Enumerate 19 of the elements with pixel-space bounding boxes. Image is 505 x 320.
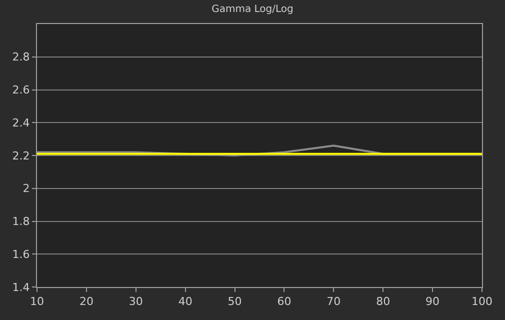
x-tick-label: 70 <box>326 295 341 308</box>
x-tick-label: 90 <box>426 295 440 308</box>
y-tick-label: 2.4 <box>12 116 30 130</box>
y-tick-label: 2.6 <box>12 84 30 97</box>
x-tick-label: 20 <box>79 295 94 308</box>
y-tick-label: 2.8 <box>12 50 30 64</box>
x-tick-label: 50 <box>228 295 242 308</box>
x-tick-label: 40 <box>178 295 192 308</box>
y-tick-label: 2 <box>22 182 30 196</box>
y-tick-label: 1.6 <box>12 248 30 261</box>
y-tick-label: 2.2 <box>12 149 30 162</box>
x-tick-label: 100 <box>472 295 492 308</box>
y-tick-label: 1.8 <box>12 215 30 228</box>
x-tick-label: 30 <box>128 295 143 308</box>
x-tick-label: 10 <box>30 295 44 308</box>
x-tick-label: 60 <box>277 295 292 308</box>
chart-title: Gamma Log/Log <box>212 4 294 15</box>
x-tick-label: 80 <box>376 295 390 308</box>
y-tick-label: 1.4 <box>12 280 30 294</box>
